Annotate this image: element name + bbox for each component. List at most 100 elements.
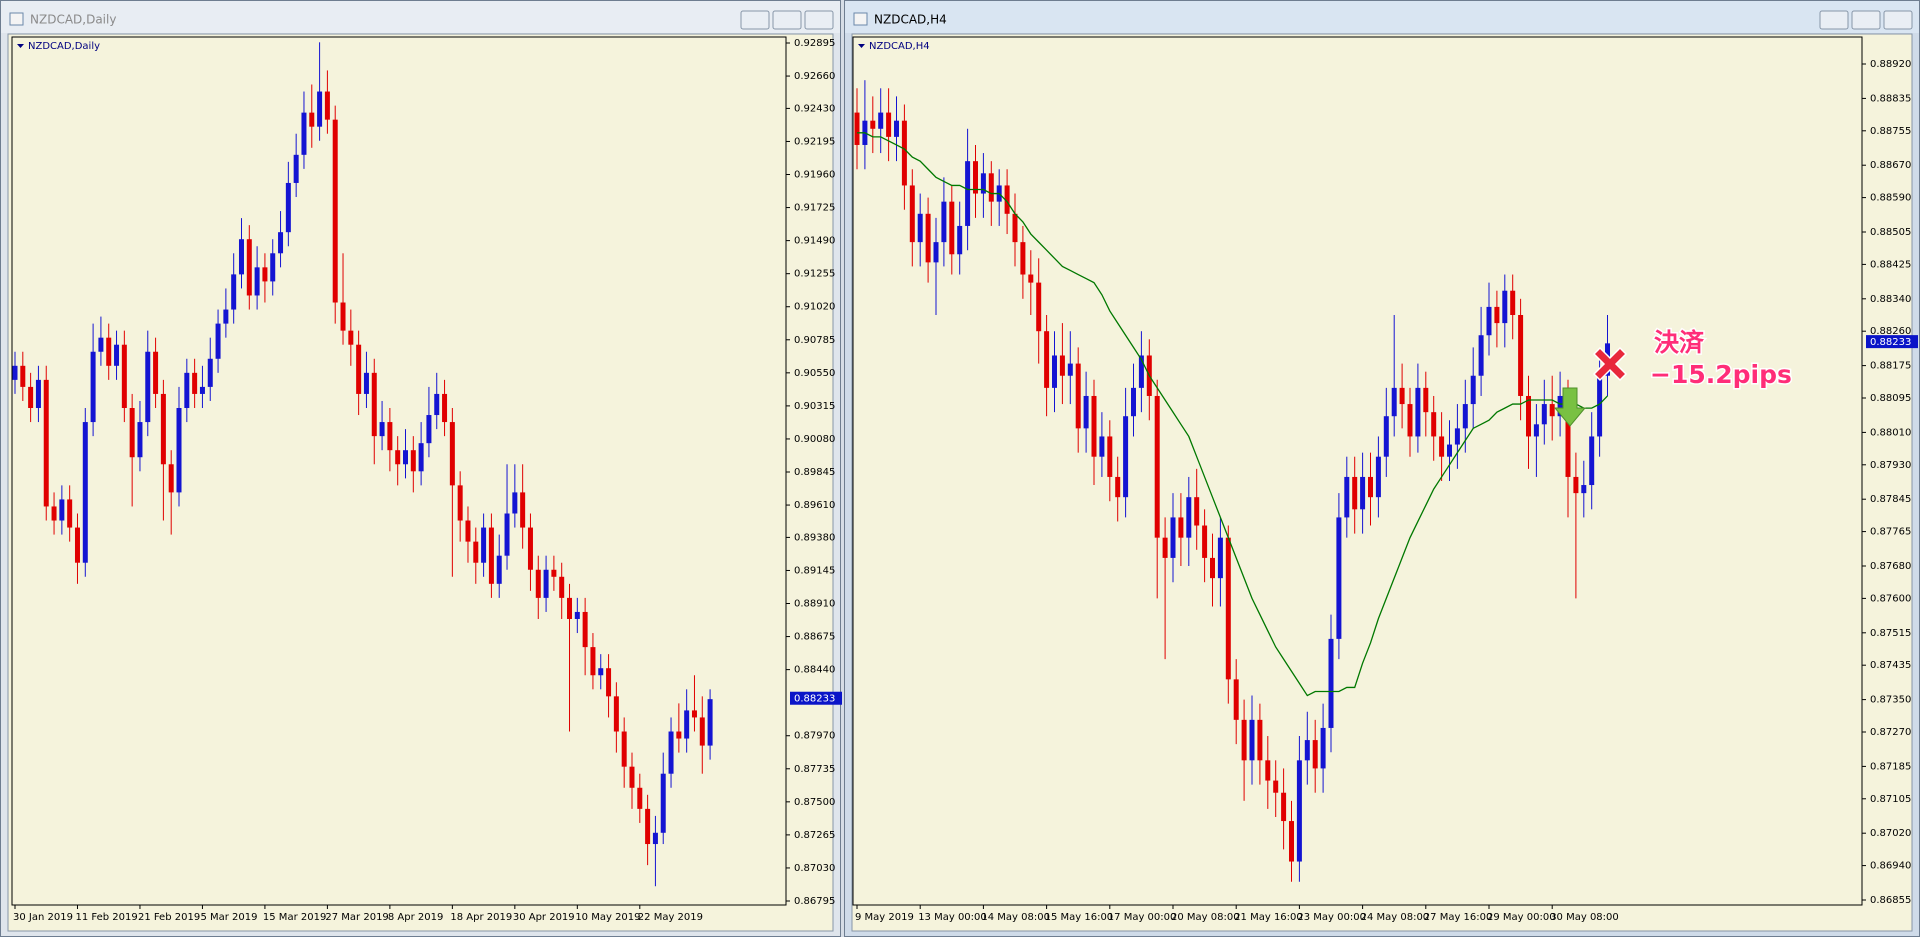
x-tick-label: 27 Mar 2019	[325, 912, 388, 923]
candle-body	[1375, 456, 1381, 498]
candle-body	[870, 120, 876, 129]
maximize-button[interactable]	[772, 10, 802, 30]
x-tick-label: 10 May 2019	[575, 912, 640, 923]
candle-body	[1557, 395, 1563, 417]
candle-body	[645, 808, 651, 845]
window-icon	[853, 12, 868, 26]
close-button[interactable]	[1883, 10, 1913, 30]
candle-body	[1107, 436, 1113, 477]
candle-body	[1265, 760, 1271, 781]
candle-body	[1328, 638, 1334, 728]
candle-body	[894, 120, 899, 137]
candle-body	[207, 358, 213, 387]
candle-body	[590, 647, 596, 676]
x-tick-label: 14 May 08:00	[981, 912, 1050, 923]
candle-body	[957, 225, 963, 255]
y-tick-label: 0.91725	[794, 203, 835, 214]
candle-body	[1510, 290, 1516, 316]
candle-body	[1273, 780, 1279, 793]
y-tick-label: 0.88260	[1870, 326, 1911, 337]
x-tick-label: 9 May 2019	[855, 912, 914, 923]
candle-body	[668, 731, 674, 774]
candle-body	[917, 213, 923, 243]
candle-body	[1597, 375, 1603, 437]
candle-body	[1383, 416, 1389, 457]
y-tick-label: 0.88010	[1870, 427, 1911, 438]
y-tick-label: 0.88425	[1870, 259, 1911, 270]
y-tick-label: 0.86940	[1870, 861, 1911, 872]
y-tick-label: 0.91255	[794, 269, 835, 280]
candle-body	[301, 112, 307, 155]
chart-label-triangle	[858, 44, 865, 48]
candle-body	[1099, 436, 1105, 457]
candle-body	[886, 112, 892, 137]
chart-label-triangle	[17, 44, 24, 48]
candle-body	[121, 344, 127, 409]
candle-body	[285, 182, 291, 233]
candle-body	[1296, 760, 1302, 862]
candle-body	[1565, 395, 1571, 477]
x-tick-label: 21 Feb 2019	[138, 912, 200, 923]
y-tick-label: 0.87020	[1870, 828, 1911, 839]
y-tick-label: 0.87765	[1870, 527, 1911, 538]
candle-body	[1052, 355, 1057, 388]
y-tick-label: 0.87735	[794, 764, 835, 775]
candle-body	[270, 253, 276, 282]
candle-body	[1075, 363, 1081, 429]
candle-body	[1447, 444, 1452, 457]
y-tick-label: 0.89380	[794, 532, 835, 543]
candle-body	[184, 372, 190, 409]
candle-body	[309, 112, 315, 127]
candle-body	[1526, 395, 1531, 437]
candle-body	[137, 422, 143, 458]
candle-body	[348, 330, 354, 345]
x-tick-label: 22 May 2019	[638, 912, 703, 923]
candle-body	[699, 717, 705, 746]
candle-body	[1454, 428, 1460, 445]
candle-body	[988, 173, 994, 202]
candle-body	[676, 731, 682, 739]
candle-body	[82, 422, 88, 563]
close-button[interactable]	[804, 10, 834, 30]
y-tick-label: 0.88340	[1870, 294, 1911, 305]
candle-body	[192, 372, 198, 394]
candle-body	[238, 239, 244, 275]
candle-body	[387, 422, 393, 451]
candle-body	[1494, 306, 1500, 324]
annotation: −15.2pips	[1650, 360, 1792, 389]
y-tick-label: 0.87270	[1870, 727, 1911, 738]
y-tick-label: 0.88440	[794, 665, 835, 676]
candle-body	[660, 773, 666, 833]
y-tick-label: 0.86795	[794, 896, 835, 907]
x-tick-label: 13 May 00:00	[918, 912, 987, 923]
candle-body	[1541, 404, 1547, 425]
window-icon	[9, 12, 24, 26]
x-tick-label: 30 May 08:00	[1550, 912, 1619, 923]
minimize-button[interactable]	[1819, 10, 1849, 30]
candle-body	[410, 450, 416, 472]
y-tick-label: 0.87030	[794, 863, 835, 874]
y-tick-label: 0.87680	[1870, 561, 1911, 572]
candle-body	[574, 611, 580, 619]
candle-body	[1154, 395, 1160, 538]
candle-body	[1336, 517, 1342, 639]
y-tick-label: 0.87265	[794, 830, 835, 841]
y-tick-label: 0.89845	[794, 467, 835, 478]
x-tick-label: 30 Jan 2019	[13, 912, 73, 923]
window-title: NZDCAD,Daily	[30, 13, 116, 27]
candle-body	[496, 555, 502, 584]
candle-body	[403, 450, 408, 465]
y-tick-label: 0.92195	[794, 136, 835, 147]
y-tick-label: 0.87500	[794, 797, 835, 808]
maximize-button[interactable]	[1851, 10, 1881, 30]
candle-body	[395, 450, 401, 465]
y-tick-label: 0.87105	[1870, 794, 1911, 805]
candle-body	[1241, 719, 1247, 761]
candle-body	[582, 611, 588, 648]
candle-body	[324, 91, 330, 120]
y-tick-label: 0.87600	[1870, 593, 1911, 604]
window-title: NZDCAD,H4	[874, 13, 947, 27]
minimize-button[interactable]	[740, 10, 770, 30]
candle-body	[980, 173, 986, 194]
candle-body	[1115, 476, 1121, 498]
